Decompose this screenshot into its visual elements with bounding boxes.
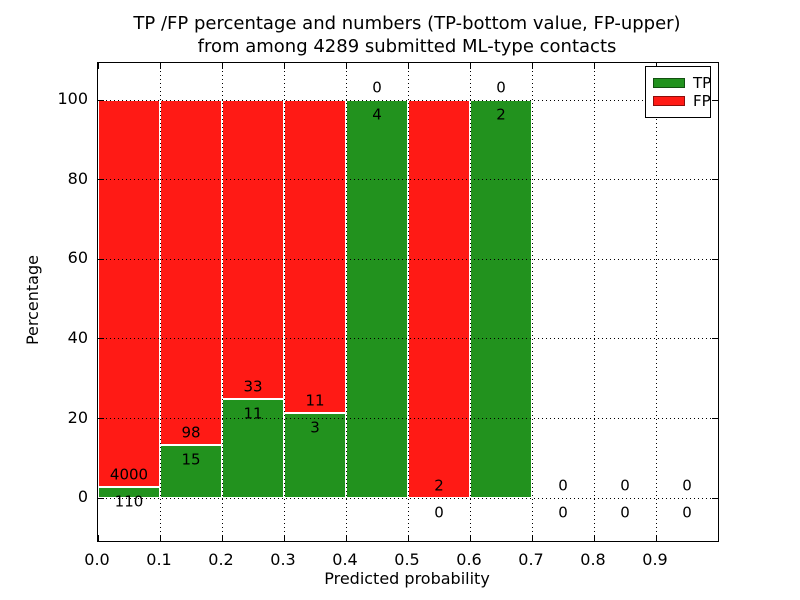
fp-count-label: 0: [620, 476, 630, 495]
x-tick-mark-top: [593, 63, 595, 69]
y-tick-mark-right: [712, 418, 718, 420]
x-tick-label: 0.1: [146, 550, 172, 569]
bar-segment-fp: [284, 100, 346, 413]
x-tick-label: 0.5: [394, 550, 420, 569]
legend-label-tp: TP: [693, 74, 712, 92]
x-tick-mark-bottom: [717, 535, 719, 541]
x-tick-mark-top: [469, 63, 471, 69]
legend: TP FP: [645, 66, 711, 118]
x-tick-label: 0.0: [84, 550, 110, 569]
v-gridline: [221, 63, 223, 541]
fp-count-label: 0: [496, 78, 506, 97]
y-tick-mark-left: [98, 99, 104, 101]
x-tick-label: 0.9: [642, 550, 668, 569]
plot-area: 4000 110 98 15 33 11 11 3 0 4 2 0 0 2 0 0 0 0 0 0: [97, 62, 719, 542]
fp-count-label: 0: [682, 476, 692, 495]
fp-count-label: 4000: [109, 465, 149, 484]
x-tick-mark-top: [159, 63, 161, 69]
tp-count-label: 0: [682, 503, 692, 522]
x-tick-mark-bottom: [407, 535, 409, 541]
bar-segment-fp: [160, 100, 222, 446]
fp-count-label: 11: [305, 391, 325, 410]
y-tick-mark-right: [712, 258, 718, 260]
v-gridline: [407, 63, 409, 541]
y-tick-mark-right: [712, 497, 718, 499]
y-tick-label: 80: [67, 168, 88, 188]
y-tick-label: 0: [77, 487, 88, 507]
tp-count-label: 0: [434, 503, 444, 522]
x-tick-mark-top: [283, 63, 285, 69]
fp-count-label: 2: [434, 476, 444, 495]
y-tick-mark-left: [98, 418, 104, 420]
x-tick-label: 0.4: [332, 550, 358, 569]
tp-count-label: 11: [243, 404, 263, 423]
y-tick-label: 40: [67, 327, 88, 347]
x-tick-mark-top: [97, 63, 99, 69]
tp-color-swatch: [653, 78, 685, 88]
x-tick-label: 0.8: [580, 550, 606, 569]
v-gridline: [469, 63, 471, 541]
x-tick-label: 0.6: [456, 550, 482, 569]
bar-segment-tp: [346, 100, 408, 499]
tp-count-label: 110: [114, 492, 144, 511]
bar-segment-tp: [222, 398, 284, 499]
chart-title-line2: from among 4289 submitted ML-type contac…: [197, 36, 617, 57]
x-tick-label: 0.7: [518, 550, 544, 569]
x-tick-mark-bottom: [593, 535, 595, 541]
tp-count-label: 0: [620, 503, 630, 522]
x-tick-mark-bottom: [221, 535, 223, 541]
x-tick-mark-bottom: [159, 535, 161, 541]
x-tick-label: 0.2: [208, 550, 234, 569]
tp-count-label: 2: [496, 105, 506, 124]
tp-count-label: 4: [372, 105, 382, 124]
tp-count-label: 3: [310, 418, 320, 437]
v-gridline: [159, 63, 161, 541]
v-gridline: [283, 63, 285, 541]
x-tick-mark-top: [717, 63, 719, 69]
tp-count-label: 0: [558, 503, 568, 522]
x-tick-mark-bottom: [531, 535, 533, 541]
fp-count-label: 0: [558, 476, 568, 495]
y-tick-label: 60: [67, 248, 88, 268]
y-tick-label: 20: [67, 407, 88, 427]
y-tick-mark-right: [712, 99, 718, 101]
y-tick-label: 100: [57, 89, 88, 109]
x-tick-mark-top: [345, 63, 347, 69]
bar-segment-tp: [470, 100, 532, 499]
bar-segment-fp: [98, 100, 160, 488]
x-tick-mark-top: [531, 63, 533, 69]
x-tick-mark-bottom: [345, 535, 347, 541]
x-tick-mark-top: [407, 63, 409, 69]
x-tick-mark-bottom: [469, 535, 471, 541]
y-tick-mark-right: [712, 179, 718, 181]
y-tick-mark-left: [98, 179, 104, 181]
fp-count-label: 33: [243, 377, 263, 396]
fp-count-label: 0: [372, 78, 382, 97]
x-tick-mark-top: [221, 63, 223, 69]
chart-title: TP /FP percentage and numbers (TP-bottom…: [97, 12, 717, 58]
tp-count-label: 15: [181, 450, 201, 469]
legend-entry-fp: FP: [653, 93, 711, 109]
y-tick-mark-right: [712, 338, 718, 340]
bar-segment-fp: [408, 100, 470, 499]
x-axis-label: Predicted probability: [324, 569, 490, 588]
fp-count-label: 98: [181, 423, 201, 442]
chart-title-line1: TP /FP percentage and numbers (TP-bottom…: [133, 13, 681, 34]
legend-label-fp: FP: [693, 92, 711, 110]
x-tick-mark-bottom: [283, 535, 285, 541]
v-gridline: [531, 63, 533, 541]
y-tick-mark-left: [98, 258, 104, 260]
y-tick-mark-left: [98, 338, 104, 340]
v-gridline: [345, 63, 347, 541]
x-tick-mark-bottom: [655, 535, 657, 541]
fp-color-swatch: [653, 96, 685, 106]
legend-entry-tp: TP: [653, 75, 711, 91]
v-gridline: [593, 63, 595, 541]
y-tick-mark-left: [98, 497, 104, 499]
v-gridline: [655, 63, 657, 541]
bar-segment-fp: [222, 100, 284, 399]
x-tick-mark-bottom: [97, 535, 99, 541]
x-tick-label: 0.3: [270, 550, 296, 569]
